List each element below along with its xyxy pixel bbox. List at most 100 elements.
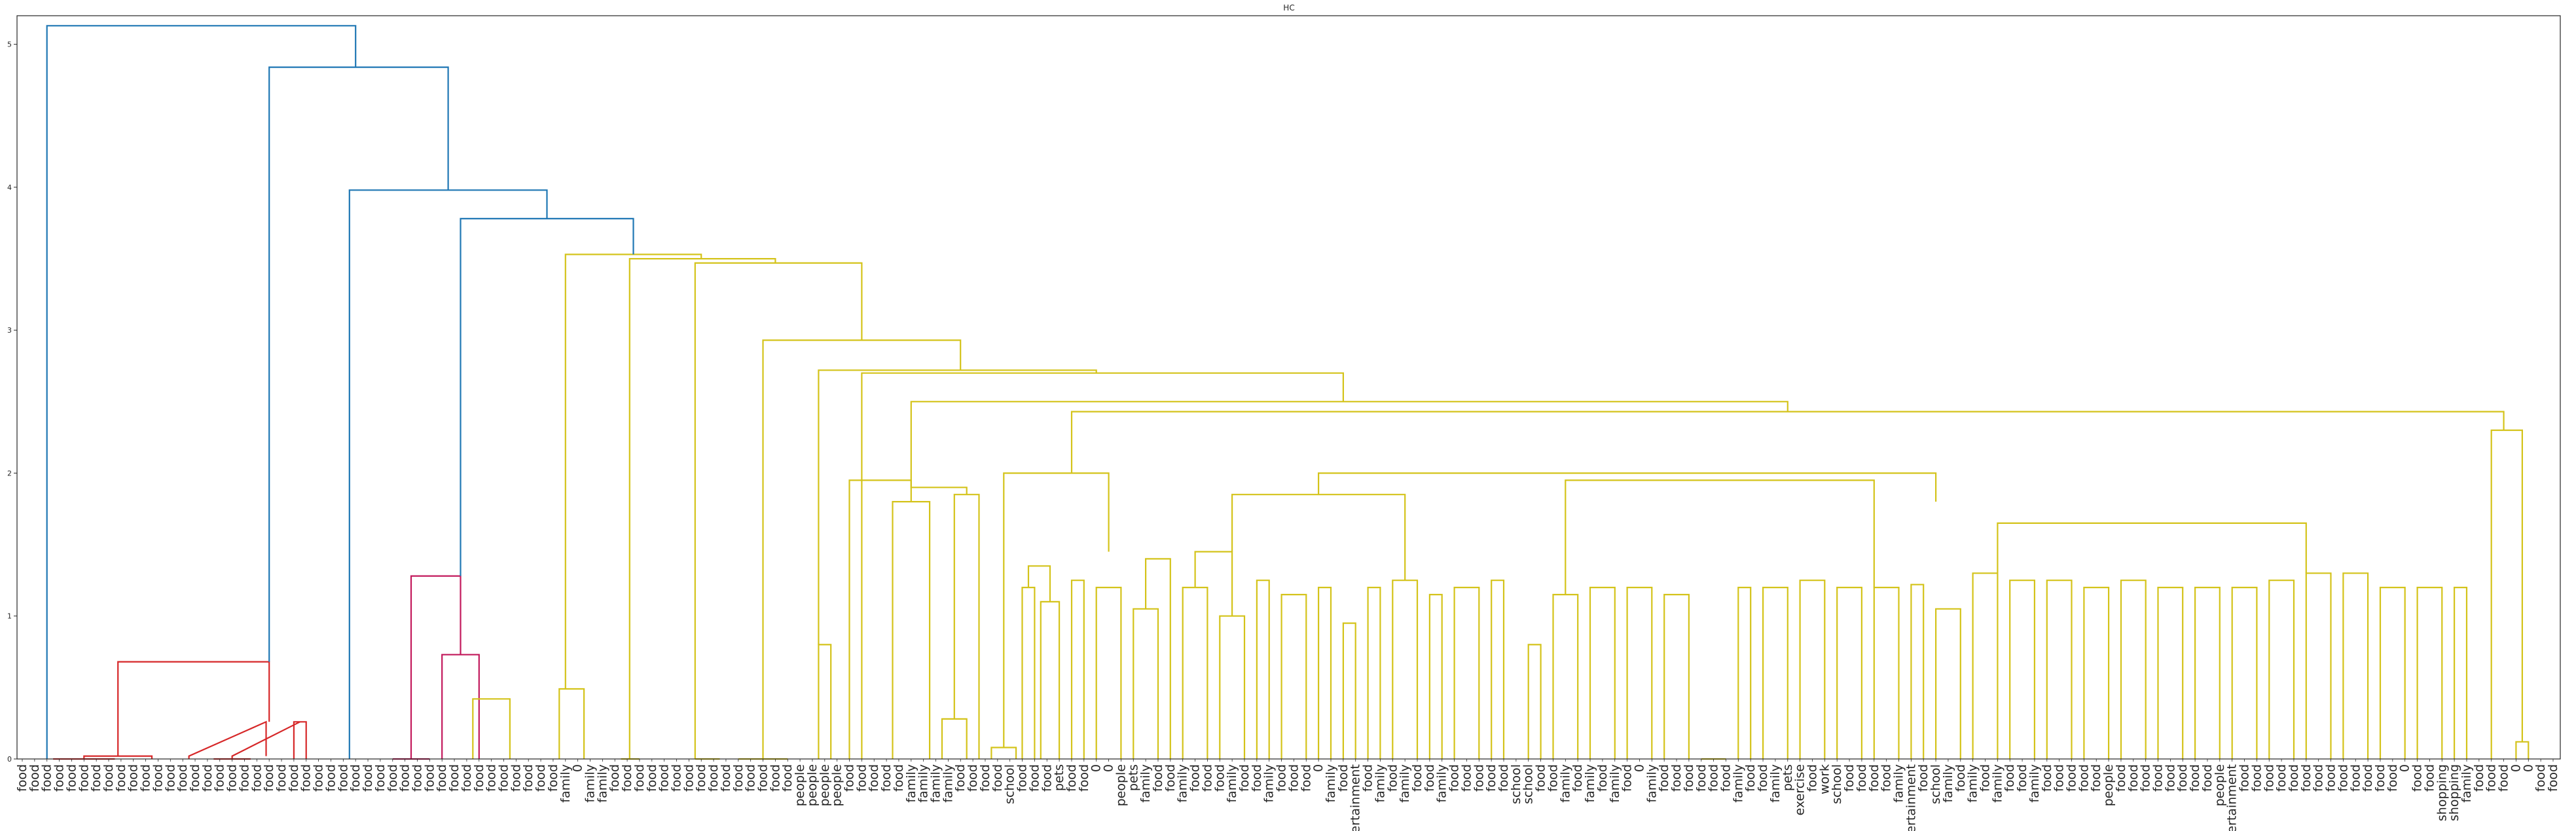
leaf-label: food: [1879, 764, 1894, 792]
leaf-label: food: [2015, 764, 2029, 792]
leaf-label: food: [1694, 764, 1709, 792]
leaf-label: food: [262, 764, 276, 792]
leaf-label: family: [1768, 764, 1783, 803]
leaf-label: food: [1212, 764, 1227, 792]
dendrogram-link: [2379, 586, 2406, 759]
leaf-label: food: [620, 764, 634, 792]
dendrogram-link: [1799, 580, 1826, 759]
dendrogram-link: [1589, 586, 1616, 759]
dendrogram-link: [910, 401, 1788, 481]
leaf-label: food: [1410, 764, 1424, 792]
leaf-label: pets: [1126, 764, 1140, 791]
leaf-label: food: [645, 764, 659, 792]
dendrogram-link: [861, 372, 1344, 759]
leaf-label: people: [2213, 764, 2227, 806]
leaf-label: food: [1385, 764, 1400, 792]
leaf-label: family: [941, 764, 955, 803]
leaf-label: food: [2274, 764, 2289, 792]
leaf-label: food: [1484, 764, 1498, 792]
leaf-label: food: [2422, 764, 2437, 792]
leaf-label: food: [1978, 764, 1993, 792]
leaf-label: food: [139, 764, 153, 792]
leaf-label: food: [509, 764, 523, 792]
dendrogram-link: [694, 262, 863, 759]
leaf-label: food: [2249, 764, 2264, 792]
leaf-label: food: [1151, 764, 1165, 792]
dendrogram-link: [2157, 586, 2184, 759]
dendrogram-link: [2268, 580, 2295, 759]
dendrogram-link: [2490, 429, 2523, 759]
leaf-label: food: [657, 764, 672, 792]
y-tick-label: 2: [7, 469, 12, 477]
dendrogram-link: [628, 258, 776, 759]
dendrogram-link: [1972, 572, 1999, 759]
leaf-label: food: [2262, 764, 2276, 792]
leaf-label: food: [126, 764, 141, 792]
leaf-label: food: [460, 764, 474, 792]
leaf-label: food: [2336, 764, 2350, 792]
leaf-label: food: [1064, 764, 1079, 792]
leaf-label: food: [1595, 764, 1610, 792]
leaf-label: food: [1027, 764, 1042, 792]
leaf-label: food: [2139, 764, 2153, 792]
leaf-label: food: [2373, 764, 2387, 792]
leaf-label: food: [2386, 764, 2400, 792]
leaf-label: food: [299, 764, 314, 792]
plot-frame: [16, 15, 2561, 760]
dendrogram-link: [2231, 586, 2258, 759]
leaf-label: food: [15, 764, 29, 792]
leaf-label: food: [398, 764, 412, 792]
leaf-label: food: [1447, 764, 1462, 792]
leaf-label: food: [213, 764, 227, 792]
leaf-label: food: [77, 764, 91, 792]
leaf-label: food: [966, 764, 980, 792]
leaf-label: food: [1250, 764, 1264, 792]
leaf-label: food: [101, 764, 116, 792]
leaf-label: food: [1805, 764, 1820, 792]
dendrogram-link: [472, 698, 511, 759]
leaf-label: food: [2238, 764, 2252, 792]
leaf-label: food: [472, 764, 486, 792]
leaf-label: food: [89, 764, 103, 792]
leaf-label: food: [1188, 764, 1203, 792]
leaf-label: people: [830, 764, 844, 806]
leaf-label: food: [1040, 764, 1054, 792]
leaf-label: food: [694, 764, 708, 792]
leaf-label: food: [1472, 764, 1486, 792]
leaf-label: food: [52, 764, 67, 792]
leaf-label: 0: [1633, 764, 1647, 772]
dendrogram-link: [231, 721, 300, 759]
leaf-label: food: [1361, 764, 1375, 792]
leaf-label: food: [312, 764, 326, 792]
dendrogram-link: [848, 479, 912, 759]
dendrogram-link: [1626, 586, 1653, 759]
leaf-label: food: [953, 764, 968, 792]
leaf-label: food: [2546, 764, 2560, 792]
leaf-label: food: [373, 764, 388, 792]
leaf-label: food: [706, 764, 721, 792]
leaf-label: food: [1743, 764, 1758, 792]
y-tick-label: 0: [7, 755, 12, 764]
leaf-label: food: [151, 764, 165, 792]
leaf-label: entertainment: [1904, 764, 1918, 831]
leaf-label: food: [348, 764, 363, 792]
leaf-label: food: [64, 764, 79, 792]
leaf-label: food: [2003, 764, 2017, 792]
leaf-label: school: [1521, 764, 1536, 804]
leaf-label: food: [200, 764, 215, 792]
dendrogram-link: [1663, 593, 1690, 759]
leaf-label: food: [435, 764, 449, 792]
leaf-label: food: [1163, 764, 1178, 792]
leaf-label: people: [2101, 764, 2116, 806]
leaf-label: family: [916, 764, 931, 803]
dendrogram-link: [818, 369, 1097, 645]
dendrogram-link: [1317, 586, 1332, 759]
leaf-label: pets: [1052, 764, 1066, 791]
leaf-label: food: [2175, 764, 2190, 792]
leaf-label: food: [274, 764, 289, 792]
leaf-label: food: [1423, 764, 1437, 792]
leaf-label: food: [1286, 764, 1301, 792]
leaf-label: family: [1608, 764, 1622, 803]
leaf-label: food: [879, 764, 894, 792]
leaf-label: people: [793, 764, 807, 806]
